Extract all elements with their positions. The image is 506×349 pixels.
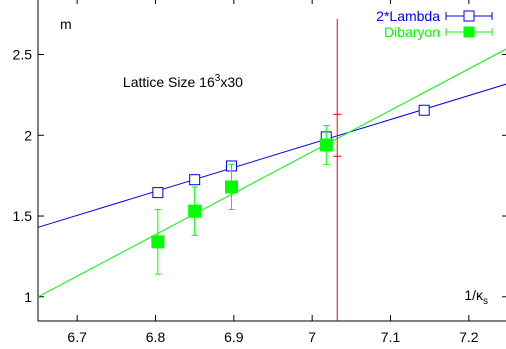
fit-lines <box>37 48 506 298</box>
y-axis-label: m <box>60 16 72 32</box>
point-1-1 <box>188 186 202 236</box>
legend-entry-lambda: 2*Lambda <box>376 8 493 24</box>
axis-ticks: 6.7 6.8 6.9 7 7.1 7.2 1 1.5 2 2.5 <box>13 0 506 345</box>
marker <box>224 180 238 194</box>
plot-frame <box>37 0 506 322</box>
y-tick-label-2: 2 <box>24 127 32 143</box>
marker <box>152 187 164 199</box>
x-tick-label-2: 6.9 <box>224 329 244 345</box>
annotation-suffix: x30 <box>220 74 243 90</box>
legend-label-dibaryon: Dibaryon <box>384 24 440 40</box>
legend-marker-lambda <box>463 10 475 22</box>
annotation-superscript: 3 <box>215 73 221 84</box>
fit-line-1 <box>37 48 506 298</box>
marker <box>189 174 201 186</box>
x-axis-label: 1/κs <box>464 287 488 307</box>
x-tick-label-0: 6.7 <box>67 329 87 345</box>
point-0-1 <box>189 174 201 186</box>
point-0-0 <box>152 187 164 199</box>
marker <box>151 235 165 249</box>
y-tick-label-1: 1.5 <box>13 208 33 224</box>
point-0-4 <box>418 104 430 116</box>
x-tick-label-4: 7.1 <box>381 329 401 345</box>
point-1-0 <box>151 209 165 275</box>
y-tick-label-3: 2.5 <box>13 47 33 63</box>
annotation-text: Lattice Size 163x30 <box>123 73 243 90</box>
legend-marker-dibaryon <box>463 26 475 38</box>
legend-entry-dibaryon: Dibaryon <box>384 24 493 40</box>
x-tick-label-3: 7 <box>308 329 316 345</box>
x-tick-label-1: 6.8 <box>146 329 166 345</box>
marker <box>418 104 430 116</box>
data-points <box>151 104 430 275</box>
annotation-prefix: Lattice Size 16 <box>123 74 215 90</box>
fit-line-0 <box>37 83 506 228</box>
y-tick-label-0: 1 <box>24 289 32 305</box>
x-axis-label-subscript: s <box>483 296 488 307</box>
x-tick-label-5: 7.2 <box>459 329 479 345</box>
marker <box>319 138 333 152</box>
legend: 2*Lambda Dibaryon <box>376 8 493 40</box>
vertical-marker <box>333 18 342 321</box>
x-axis-label-base: 1/κ <box>464 287 484 303</box>
legend-label-lambda: 2*Lambda <box>376 8 440 24</box>
point-1-3 <box>319 125 333 165</box>
point-1-2 <box>224 163 238 211</box>
marker <box>188 204 202 218</box>
